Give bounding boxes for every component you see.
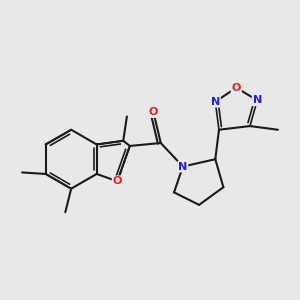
- Text: N: N: [178, 162, 188, 172]
- Text: O: O: [149, 107, 158, 117]
- Text: O: O: [232, 83, 241, 93]
- Text: N: N: [211, 97, 220, 107]
- Text: N: N: [253, 95, 262, 105]
- Text: O: O: [112, 176, 122, 186]
